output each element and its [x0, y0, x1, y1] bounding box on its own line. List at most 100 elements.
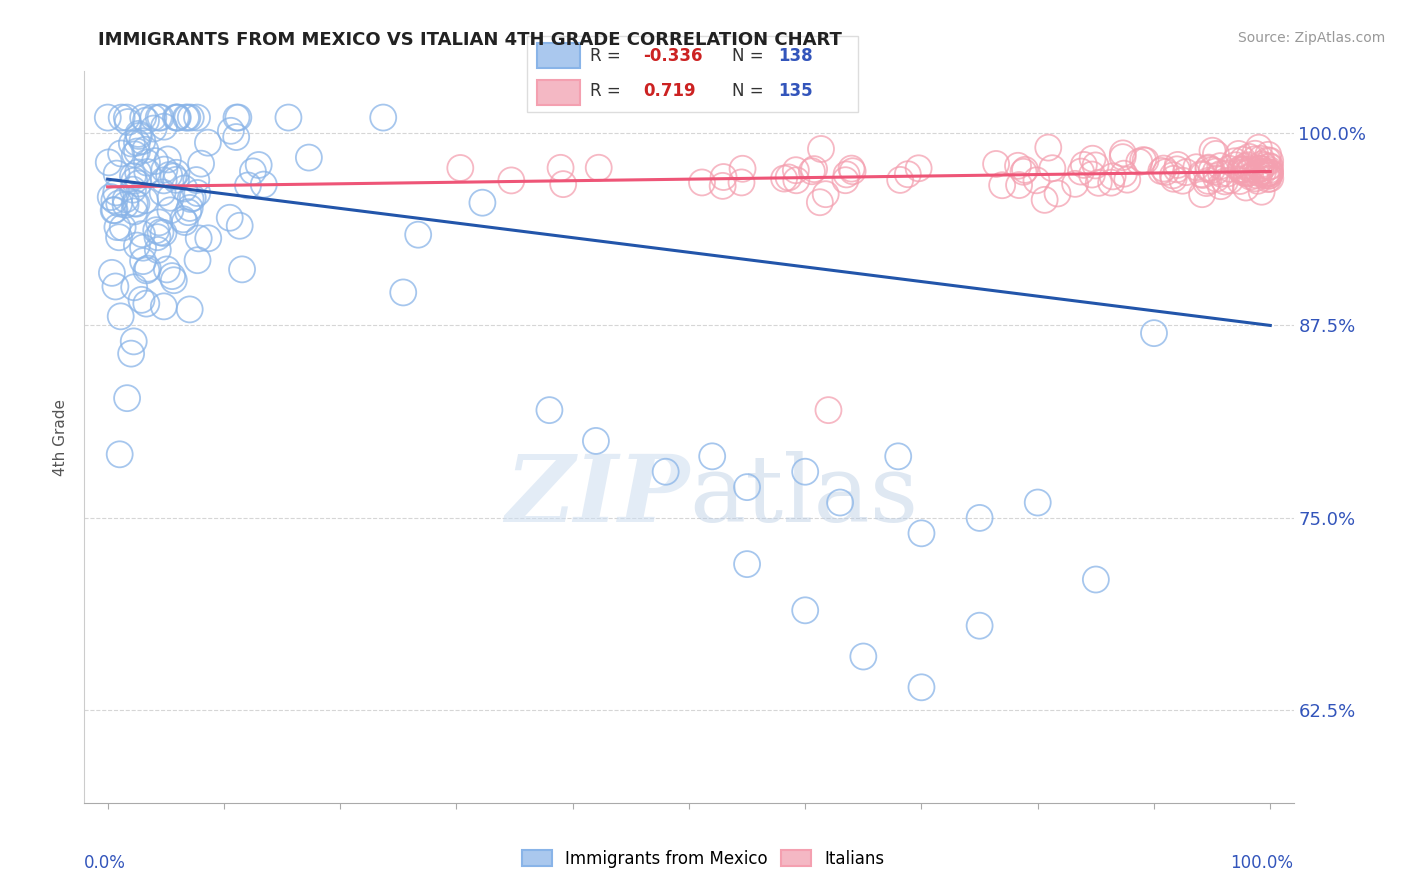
- Point: [1209, 159, 1232, 173]
- Point: [253, 178, 276, 192]
- Point: [181, 191, 204, 205]
- Point: [142, 111, 165, 125]
- Point: [115, 111, 138, 125]
- Point: [101, 266, 124, 280]
- Point: [125, 238, 148, 252]
- Point: [1163, 171, 1185, 186]
- Point: [1250, 185, 1272, 199]
- Point: [135, 113, 157, 128]
- Point: [1246, 169, 1268, 183]
- Point: [1201, 144, 1223, 158]
- Point: [1239, 162, 1261, 177]
- Point: [152, 186, 174, 200]
- Point: [1205, 147, 1227, 161]
- Point: [166, 111, 188, 125]
- Point: [104, 203, 127, 218]
- Point: [1229, 162, 1251, 177]
- Point: [910, 681, 932, 695]
- Point: [1167, 158, 1189, 172]
- Point: [501, 173, 523, 187]
- Point: [730, 176, 752, 190]
- Point: [1251, 164, 1274, 178]
- Point: [1064, 177, 1087, 191]
- Text: 0.0%: 0.0%: [84, 854, 127, 872]
- Point: [803, 162, 825, 177]
- Text: Source: ZipAtlas.com: Source: ZipAtlas.com: [1237, 31, 1385, 45]
- Text: 138: 138: [779, 47, 813, 65]
- Point: [165, 111, 187, 125]
- Point: [1195, 176, 1218, 190]
- Text: 135: 135: [779, 82, 813, 100]
- Point: [197, 136, 219, 150]
- Point: [117, 115, 139, 129]
- Point: [145, 223, 167, 237]
- Point: [794, 603, 817, 617]
- Point: [1258, 153, 1281, 168]
- Point: [132, 241, 155, 255]
- Point: [149, 225, 172, 239]
- Point: [773, 171, 796, 186]
- Point: [800, 164, 823, 178]
- Point: [1132, 153, 1154, 167]
- Point: [122, 280, 145, 294]
- Point: [1236, 158, 1258, 172]
- Point: [1232, 153, 1254, 167]
- Point: [1244, 171, 1267, 186]
- Point: [1209, 167, 1232, 181]
- Point: [1038, 140, 1060, 154]
- Point: [449, 161, 471, 175]
- Point: [654, 465, 676, 479]
- Point: [135, 263, 157, 277]
- Point: [1258, 165, 1281, 179]
- Y-axis label: 4th Grade: 4th Grade: [53, 399, 69, 475]
- Point: [1218, 161, 1240, 176]
- Point: [1256, 167, 1278, 181]
- Text: 100.0%: 100.0%: [1230, 854, 1294, 872]
- Point: [1154, 165, 1177, 179]
- Point: [152, 226, 174, 240]
- Point: [136, 261, 159, 276]
- Point: [1258, 171, 1281, 186]
- Point: [131, 134, 153, 148]
- Point: [817, 403, 839, 417]
- Point: [1253, 159, 1275, 173]
- Point: [148, 215, 170, 229]
- Point: [219, 124, 242, 138]
- Point: [225, 111, 247, 125]
- Point: [103, 203, 125, 218]
- Point: [190, 156, 212, 170]
- Point: [1237, 166, 1260, 180]
- Point: [1249, 166, 1271, 180]
- Point: [785, 173, 807, 187]
- Point: [159, 203, 181, 218]
- Point: [179, 201, 201, 215]
- Point: [160, 269, 183, 284]
- Point: [984, 157, 1007, 171]
- Point: [173, 215, 195, 229]
- Point: [97, 155, 120, 169]
- Point: [1046, 186, 1069, 201]
- Point: [1233, 162, 1256, 177]
- Point: [124, 147, 146, 161]
- Point: [1223, 154, 1246, 169]
- Point: [125, 145, 148, 159]
- Point: [1250, 152, 1272, 166]
- Text: ZIP: ZIP: [505, 450, 689, 541]
- Point: [228, 219, 250, 233]
- Point: [162, 169, 184, 184]
- Point: [108, 447, 131, 461]
- Point: [887, 450, 910, 464]
- Point: [122, 169, 145, 183]
- Point: [1234, 180, 1257, 194]
- Point: [1111, 150, 1133, 164]
- Point: [179, 302, 201, 317]
- Point: [808, 195, 831, 210]
- Point: [1229, 161, 1251, 176]
- Point: [1216, 166, 1239, 180]
- Point: [228, 111, 250, 125]
- Point: [373, 111, 395, 125]
- Point: [131, 227, 153, 241]
- Point: [1258, 160, 1281, 174]
- Point: [778, 170, 800, 185]
- Point: [1189, 167, 1212, 181]
